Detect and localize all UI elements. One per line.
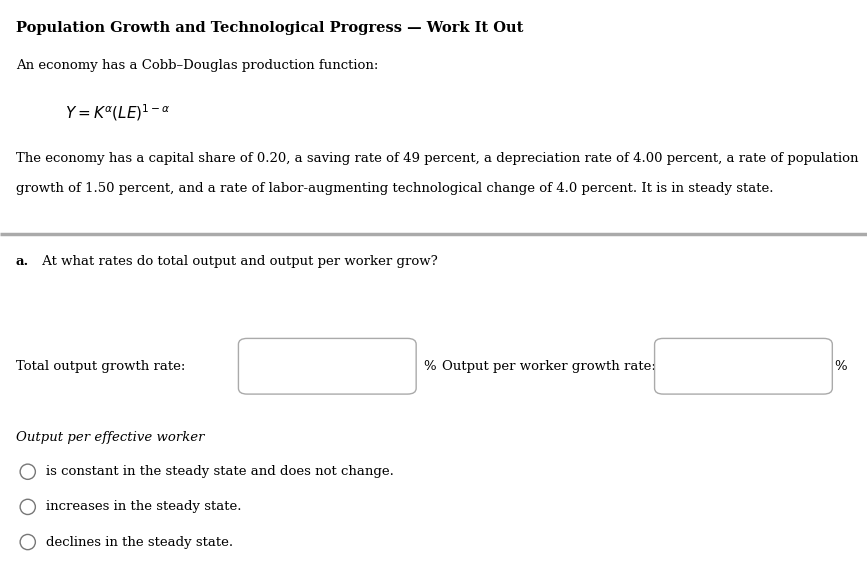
Text: %: % [423,360,436,373]
FancyBboxPatch shape [655,339,832,394]
Text: Output per worker growth rate:: Output per worker growth rate: [442,360,656,373]
Text: The economy has a capital share of 0.20, a saving rate of 49 percent, a deprecia: The economy has a capital share of 0.20,… [16,152,858,165]
FancyBboxPatch shape [238,339,416,394]
Text: declines in the steady state.: declines in the steady state. [46,536,233,548]
Text: Population Growth and Technological Progress — Work It Out: Population Growth and Technological Prog… [16,21,523,35]
Text: a.: a. [16,255,29,268]
Text: growth of 1.50 percent, and a rate of labor-augmenting technological change of 4: growth of 1.50 percent, and a rate of la… [16,182,773,195]
Text: Output per effective worker: Output per effective worker [16,431,204,444]
Text: increases in the steady state.: increases in the steady state. [46,500,241,513]
Text: is constant in the steady state and does not change.: is constant in the steady state and does… [46,465,394,478]
Text: Total output growth rate:: Total output growth rate: [16,360,185,373]
Text: $Y = K^{\alpha}(LE)^{1-\alpha}$: $Y = K^{\alpha}(LE)^{1-\alpha}$ [65,103,171,123]
Text: An economy has a Cobb–Douglas production function:: An economy has a Cobb–Douglas production… [16,59,378,71]
Text: %: % [834,360,847,373]
Text: At what rates do total output and output per worker grow?: At what rates do total output and output… [38,255,438,268]
